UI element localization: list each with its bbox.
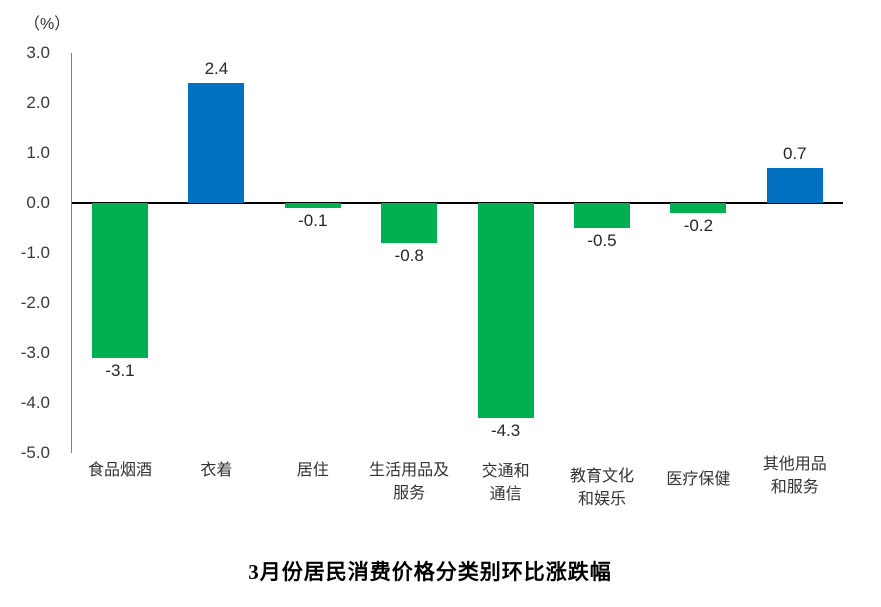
x-axis-category-label-line: 食品烟酒 [87,462,152,479]
x-axis-category-label-line: 和服务 [770,479,819,496]
y-axis-tick-label: -5.0 [20,443,50,462]
data-bar [92,203,148,358]
zero-baseline [72,202,843,204]
data-bar [381,203,438,243]
x-axis-category-label-line: 衣着 [200,462,233,479]
x-axis-category-label-line: 服务 [393,485,426,502]
bar-value-label: -0.5 [587,231,617,250]
y-axis-tick-label: 2.0 [26,93,50,112]
x-axis-category-label-line: 居住 [296,462,329,479]
bar-value-label: -0.1 [298,211,328,230]
x-axis-category-label: 医疗保健 [638,468,758,491]
bar-value-label: -0.8 [394,246,424,265]
bar-value-label: 2.4 [204,59,229,78]
bar-value-label: -4.3 [490,421,521,440]
x-axis-category-label: 教育文化 和娱乐 [542,465,662,511]
y-axis-line [71,53,72,453]
x-axis-category-label: 食品烟酒 [60,459,180,482]
x-axis-category-label: 交通和 通信 [446,460,566,506]
y-axis-tick-label: -4.0 [20,393,50,412]
y-axis-tick-label: -1.0 [20,243,50,262]
data-bar [188,83,245,203]
chart-title: 3月份居民消费价格分类别环比涨跌幅 [248,560,612,584]
y-axis-tick-label: -3.0 [20,343,50,362]
x-axis-category-label-line: 通信 [489,486,522,503]
x-axis-category-label-line: 和娱乐 [577,491,626,508]
y-axis-tick-label: 0.0 [26,193,50,212]
x-axis-category-label: 衣着 [156,459,276,482]
x-axis-category-label-line: 教育文化 [569,468,634,485]
data-bar [670,203,727,213]
data-bar [766,168,823,203]
data-bar [477,203,534,418]
y-axis-tick-label: -2.0 [20,293,50,312]
x-axis-category-label-line: 生活用品及 [369,462,450,479]
y-axis-tick-label: 3.0 [26,43,50,62]
data-bar [284,203,341,208]
data-bar [574,203,630,228]
x-axis-category-label-line: 其他用品 [762,456,827,473]
x-axis-category-label: 其他用品 和服务 [735,453,855,499]
y-axis-tick-label: 1.0 [26,143,50,162]
y-axis-unit-label: （%） [24,16,71,33]
x-axis-category-label: 生活用品及 服务 [349,459,469,505]
bar-value-label: -0.2 [683,216,714,235]
bar-value-label: 0.7 [782,144,807,163]
x-axis-category-label: 居住 [253,459,373,482]
bar-value-label: -3.1 [105,361,135,380]
x-axis-category-label-line: 医疗保健 [666,471,731,488]
x-axis-category-label-line: 交通和 [481,463,530,480]
